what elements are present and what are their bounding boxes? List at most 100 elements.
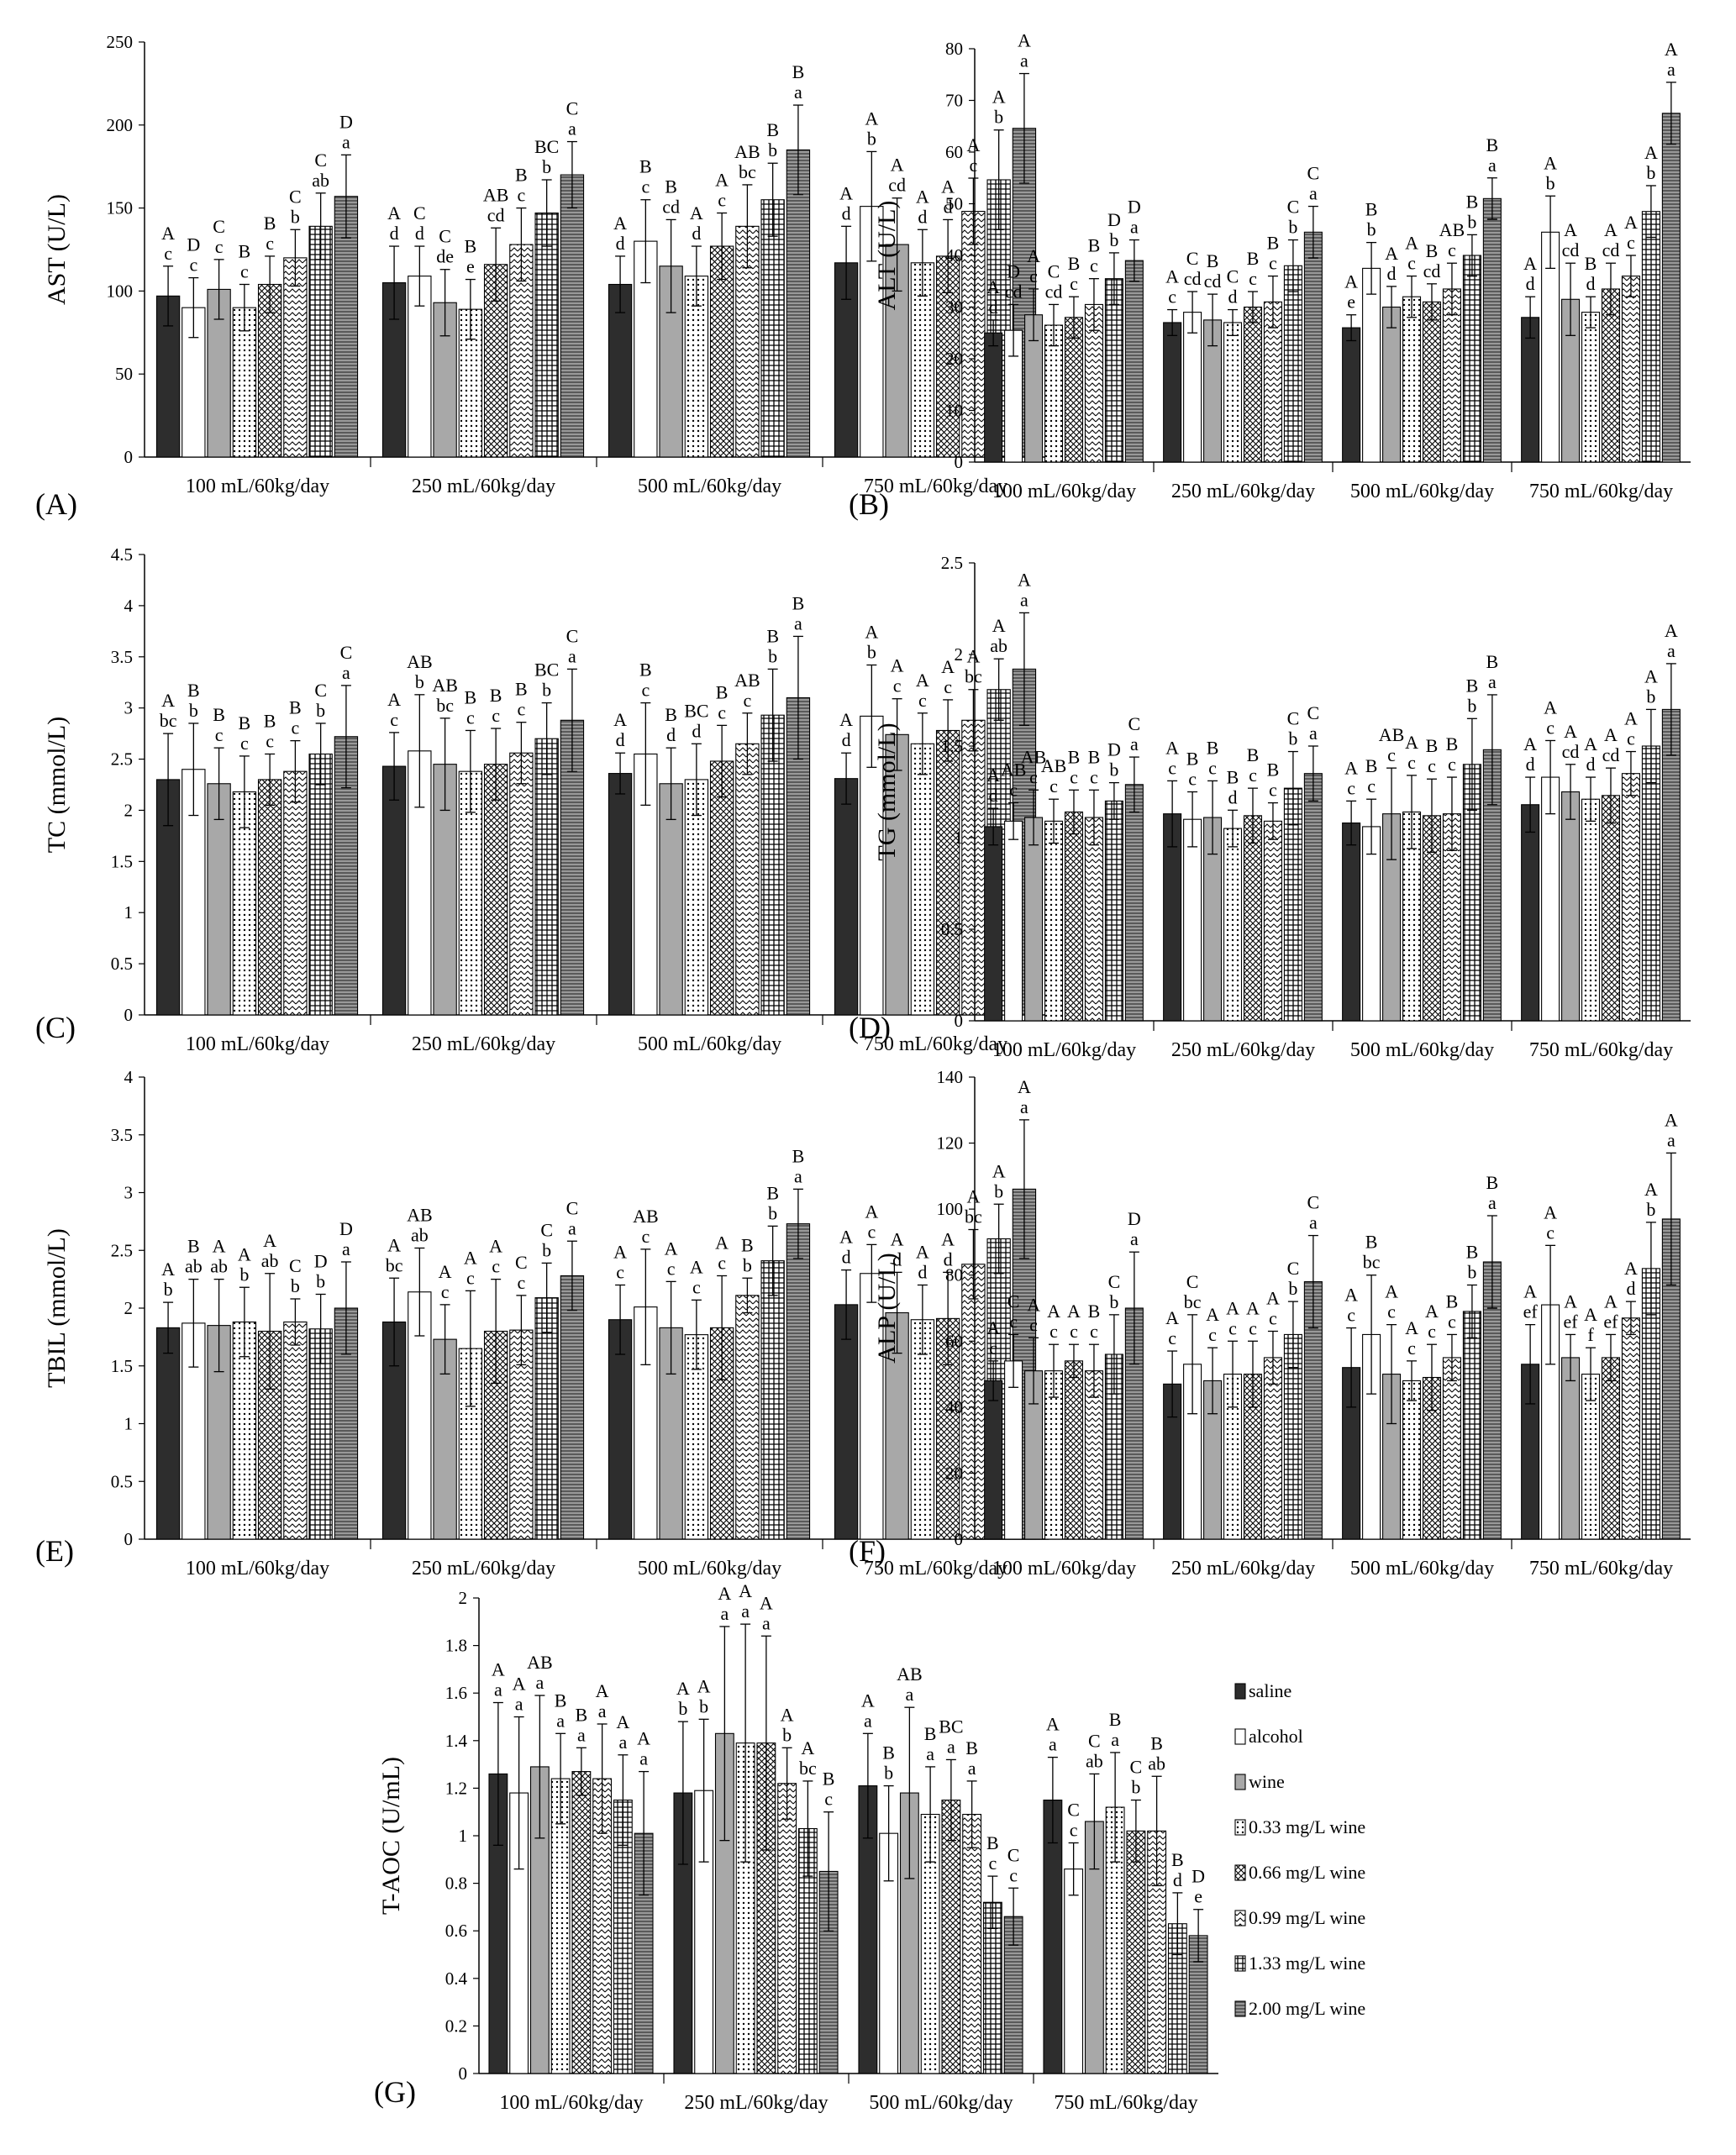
significance-letter-upper: B [716, 681, 729, 702]
significance-letter-upper: A [941, 176, 955, 197]
bar [786, 1223, 811, 1540]
significance-letter-lower: c [189, 255, 197, 276]
significance-letter-upper: B [1267, 233, 1280, 254]
x-tick-label: 500 mL/60kg/day [869, 2092, 1013, 2114]
significance-letter-upper: A [1604, 219, 1618, 240]
significance-letter-upper: A [1165, 266, 1179, 287]
bar [181, 307, 206, 458]
significance-letter-upper: C [515, 1252, 528, 1273]
significance-letter-lower: c [518, 1272, 526, 1293]
bar [1482, 197, 1502, 463]
y-tick-label: 150 [107, 198, 134, 218]
significance-letter-lower: a [515, 1694, 523, 1715]
significance-letter-upper: C [566, 1197, 579, 1218]
chart-panel: 0 0.5 1 1.5 2 2.5 3 3.5 4 TBIL (mmol/L) (E) 100 mL/… [35, 1067, 1049, 1579]
significance-letter-lower: c [988, 1853, 997, 1874]
significance-letter-upper: A [489, 1236, 502, 1257]
significance-letter-upper: D [1128, 197, 1141, 218]
significance-letter-upper: A [1624, 212, 1638, 233]
significance-letter-lower: d [989, 297, 998, 318]
significance-letter-lower: c [1546, 1222, 1555, 1243]
significance-letter-upper: A [891, 1228, 904, 1249]
bar [1124, 784, 1144, 1022]
y-axis-label: TBIL (mmol/L) [43, 1228, 71, 1388]
significance-letter-upper: A [941, 656, 955, 677]
significance-letter-upper: A [865, 622, 878, 643]
bar [1004, 820, 1023, 1022]
significance-letter-lower: d [1626, 1278, 1635, 1299]
bar [1126, 1830, 1146, 2074]
panel-label: (F) [849, 1534, 886, 1568]
significance-letter-lower: c [1009, 1864, 1018, 1885]
significance-letter-lower: c [918, 690, 927, 711]
significance-letter-upper: B [792, 61, 805, 82]
significance-letter-upper: A [1584, 733, 1597, 754]
significance-letter-lower: b [189, 700, 198, 721]
bar [1442, 1357, 1461, 1540]
bar [935, 729, 960, 1016]
panel-label: (E) [35, 1534, 74, 1568]
significance-letter-upper: C [1130, 1757, 1143, 1778]
y-tick-label: 1 [955, 828, 964, 848]
significance-letter-upper: B [555, 1690, 567, 1711]
significance-letter-lower: c [1168, 286, 1176, 307]
significance-letter-upper: B [1088, 746, 1101, 767]
significance-letter-lower: bc [965, 666, 982, 687]
bar [560, 174, 585, 458]
y-tick-label: 1 [459, 1826, 468, 1846]
panel-label: (A) [35, 487, 77, 521]
significance-letter-lower: c [390, 709, 398, 730]
significance-letter-lower: cd [662, 196, 680, 217]
bar [1183, 818, 1202, 1022]
significance-letter-lower: b [542, 156, 551, 177]
significance-letter-upper: B [792, 592, 805, 613]
y-tick-label: 0 [955, 1011, 964, 1031]
significance-letter-upper: A [161, 223, 175, 244]
bar [1024, 817, 1044, 1022]
significance-letter-lower: b [1467, 695, 1476, 716]
significance-letter-upper: B [1466, 1242, 1479, 1263]
significance-letter-upper: A [1544, 152, 1557, 173]
bar [834, 778, 859, 1016]
bar [1462, 255, 1481, 463]
bar [1402, 1380, 1422, 1540]
y-tick-label: 0 [124, 1005, 134, 1025]
significance-letter-lower: c [893, 675, 902, 696]
y-tick-label: 1.8 [445, 1636, 467, 1656]
significance-letter-lower: a [494, 1679, 502, 1700]
significance-letter-upper: C [1227, 266, 1239, 287]
significance-letter-lower: a [342, 131, 350, 152]
significance-letter-upper: B [1171, 1849, 1184, 1870]
significance-letter-upper: A [1544, 696, 1557, 717]
bar [786, 149, 811, 458]
bar [760, 199, 785, 458]
significance-letter-lower: b [239, 1264, 249, 1285]
significance-letter-upper: A [1644, 142, 1658, 163]
significance-letter-upper: C [1287, 708, 1300, 729]
significance-letter-lower: a [1667, 640, 1676, 661]
x-tick-label: 500 mL/60kg/day [638, 1558, 781, 1579]
significance-letter-upper: C [1067, 1799, 1080, 1820]
bar [1641, 211, 1660, 463]
significance-letter-lower: d [692, 720, 701, 741]
significance-letter-upper: AB [1021, 746, 1047, 767]
significance-letter-lower: c [641, 176, 650, 197]
significance-letter-upper: A [1604, 724, 1618, 745]
legend-swatch [1234, 1683, 1246, 1700]
x-tick-label: 100 mL/60kg/day [992, 1558, 1136, 1579]
legend-swatch [1234, 1864, 1246, 1881]
y-tick-label: 40 [945, 245, 963, 265]
significance-letter-upper: A [1165, 1307, 1179, 1328]
bar [1303, 773, 1323, 1022]
significance-letter-upper: A [839, 182, 853, 203]
significance-letter-upper: A [941, 1228, 955, 1249]
significance-letter-upper: C [439, 226, 451, 247]
bar [1163, 322, 1182, 463]
significance-letter-lower: a [1020, 1096, 1028, 1117]
significance-letter-upper: A [1665, 1109, 1678, 1130]
significance-letter-upper: D [1107, 739, 1121, 760]
significance-letter-lower: a [741, 1600, 750, 1622]
significance-letter-lower: a [342, 662, 350, 683]
significance-letter-lower: b [1646, 686, 1655, 707]
